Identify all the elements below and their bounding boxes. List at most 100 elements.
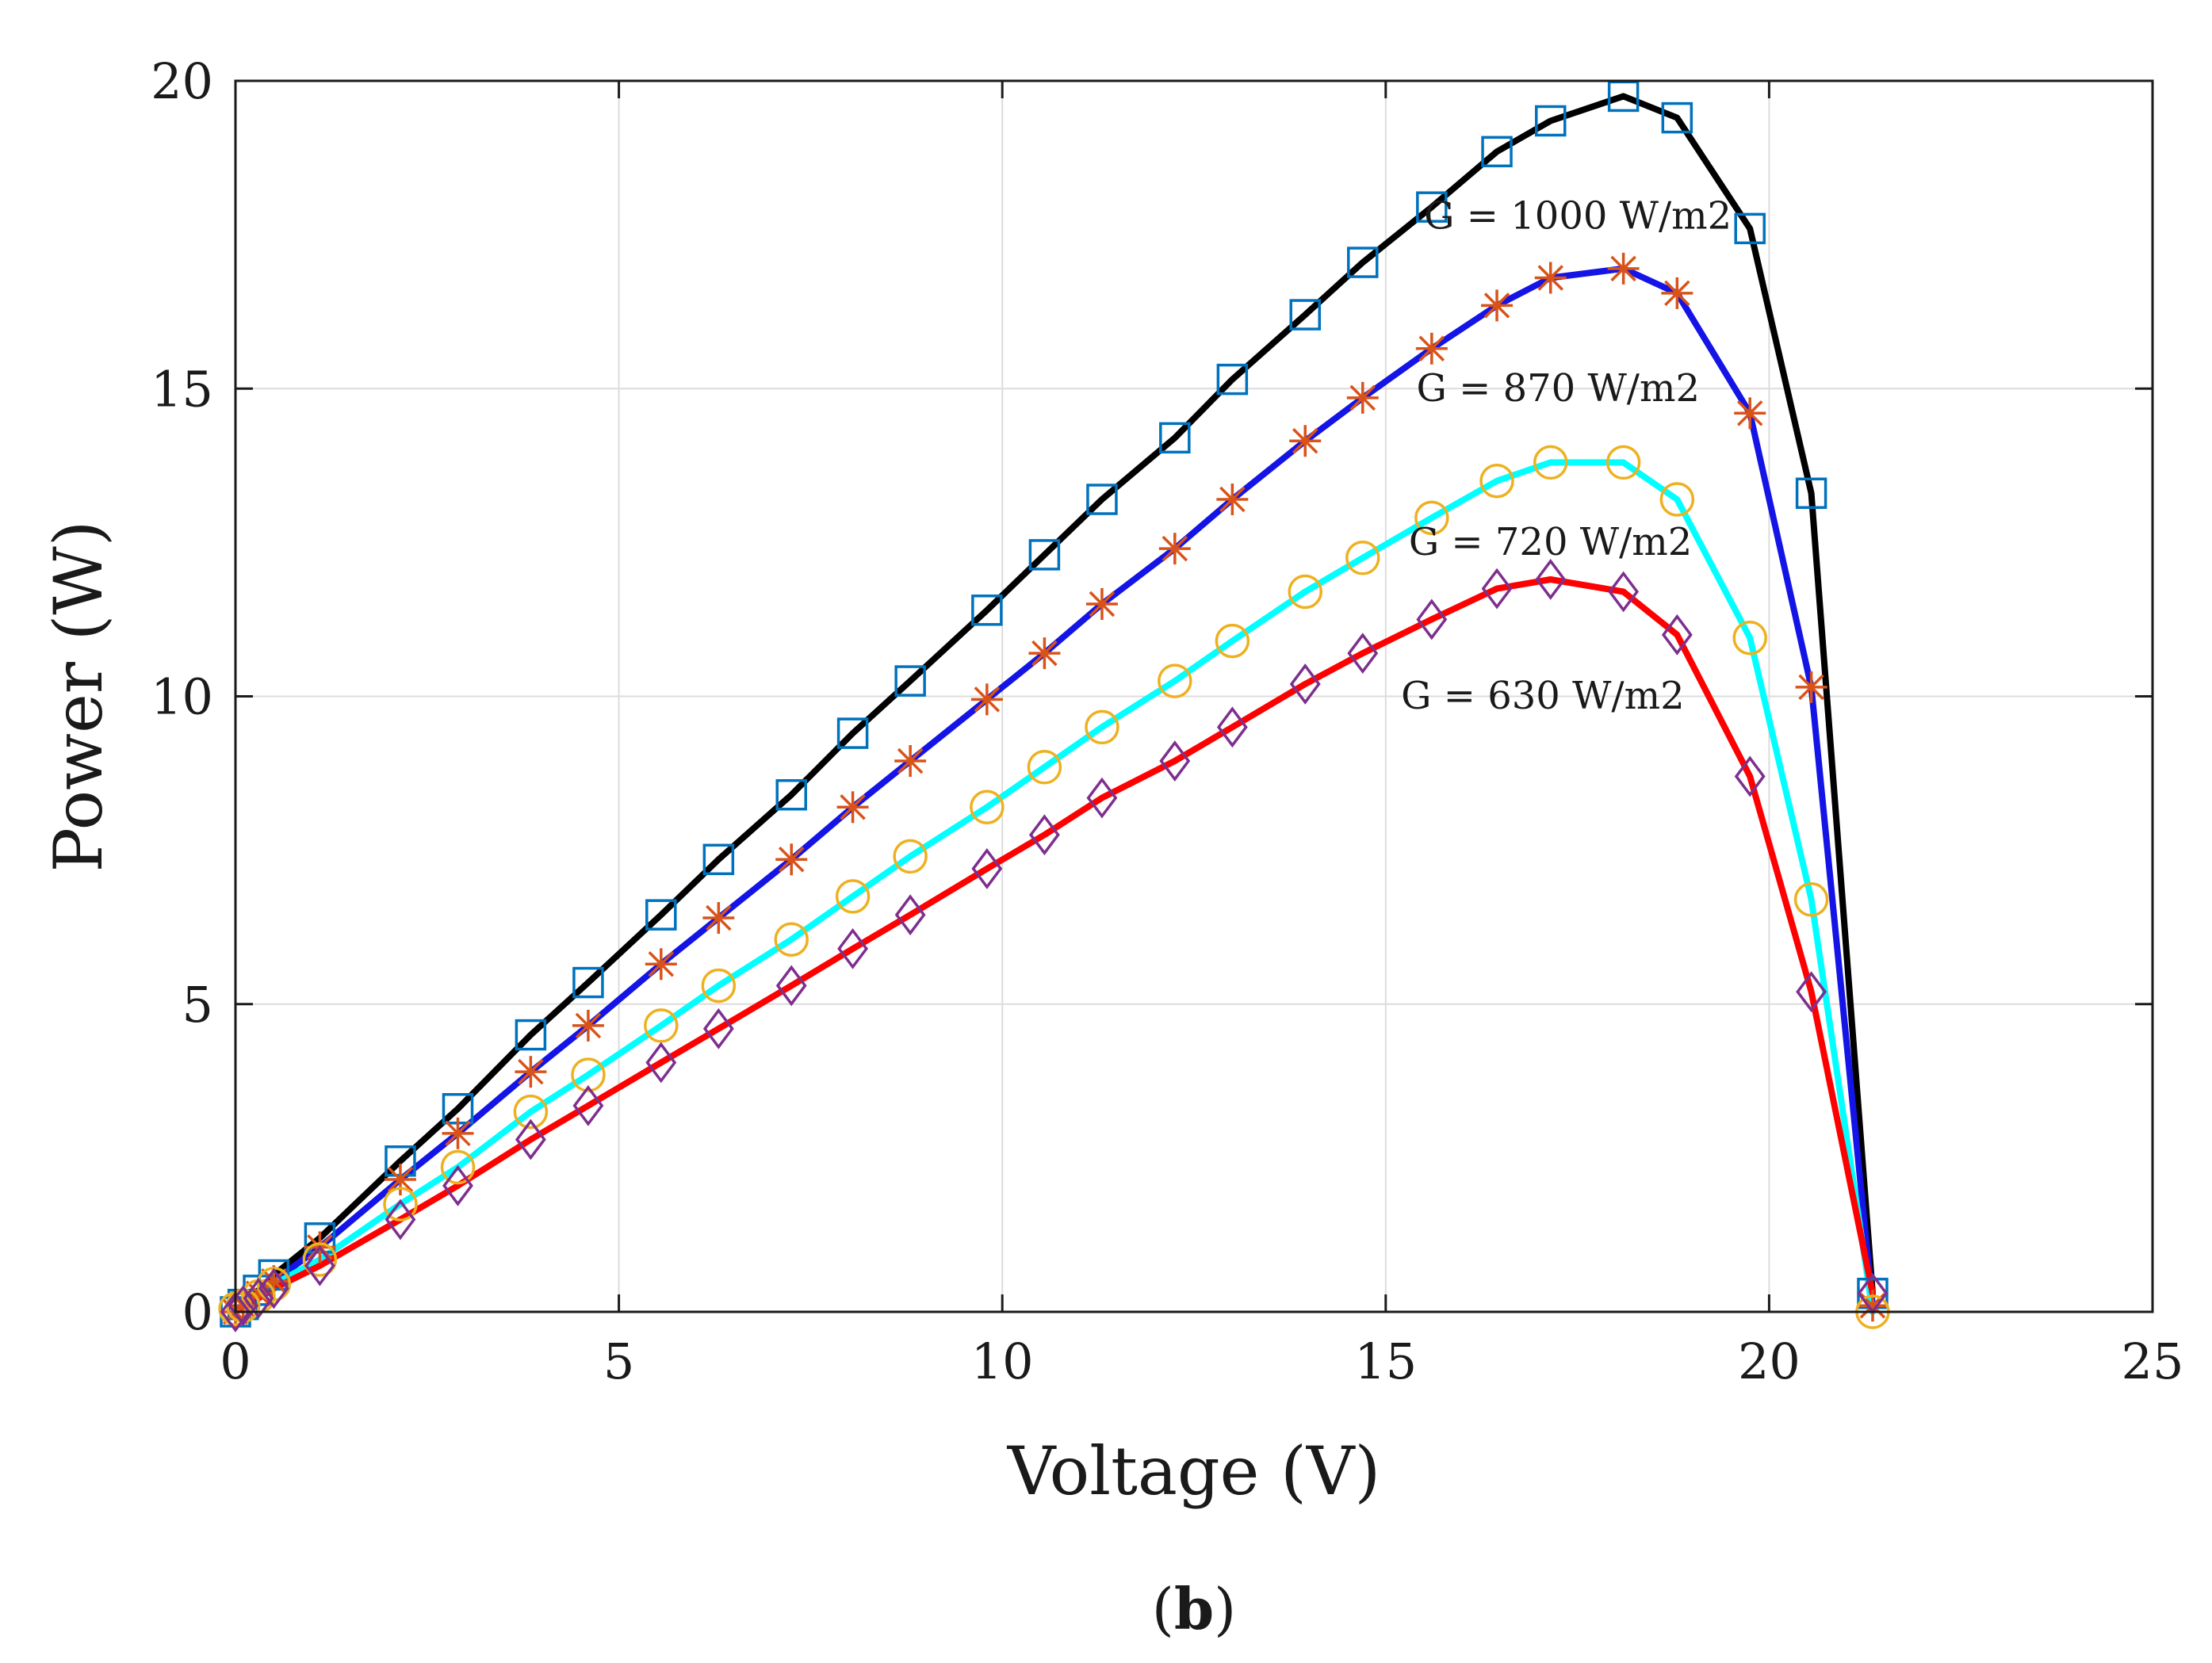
series-line-3 [232,459,1876,1315]
series-1-point [1416,191,1448,223]
series-4-point [1216,706,1248,748]
annotation-label-2: G = 870 W/m2 [1416,366,1700,411]
annotation-label-1: G = 1000 W/m2 [1424,193,1732,238]
caption-close-paren: ) [1214,1576,1236,1642]
series-4-point [572,1084,604,1126]
series-2-point [775,843,808,876]
x-axis-title: Voltage (V) [1007,1432,1381,1510]
series-4-point [1661,614,1693,656]
series-2-point [1028,637,1061,670]
series-2-point [1085,588,1118,621]
series-2-point [836,791,869,824]
series-1-point [1086,484,1118,515]
x-tick-label: 0 [220,1332,251,1390]
series-3-point [835,879,871,914]
series-4-point [228,1285,259,1327]
series-4-point [837,927,869,969]
series-3-point [1732,620,1767,656]
series-1-point [775,778,807,811]
y-tick-label: 10 [151,668,213,726]
series-2-point [572,1009,604,1042]
x-tick-label: 25 [2122,1332,2184,1390]
x-tick-label: 5 [603,1332,634,1390]
series-4-point [243,1278,274,1319]
y-tick-label: 0 [182,1283,213,1341]
series-3-point [1479,463,1514,499]
series-3-point [1288,574,1322,610]
series-4-point [1347,633,1379,675]
series-4-point [775,965,807,1007]
series-2-point [1346,381,1379,414]
series-4-point [1608,571,1640,613]
series-3-point [1793,881,1829,917]
series-1-point [894,665,926,697]
series-4-point [645,1042,677,1084]
series-1-point [1347,247,1379,278]
y-tick-label: 15 [151,360,213,418]
series-1-point [1289,299,1321,331]
series-3-point [774,922,809,957]
series-3-point [970,789,1005,825]
series-2-point [1795,671,1827,703]
series-3-point [571,1057,606,1092]
series-1-point [1661,101,1693,134]
series-2-point [1661,277,1693,309]
series-3-point [440,1149,476,1185]
series-2-point [442,1117,474,1149]
figure-caption: (b) [1152,1575,1237,1642]
series-2-point [384,1164,416,1196]
x-tick-label: 20 [1738,1332,1801,1390]
series-line-1 [232,93,1876,1315]
series-4-point [220,1291,251,1332]
y-axis-title: Power (W) [40,520,117,872]
data-markers [218,80,1890,1332]
series-4-point [894,894,926,936]
series-4-point [1535,559,1567,600]
series-3-point [1345,541,1380,575]
axis-ticks: 0 5 10 15 20 25 0 5 10 15 20 [151,52,2183,1390]
series-2-point [702,902,735,935]
series-4-point [258,1267,289,1309]
series-3-point [513,1094,549,1130]
series-4-point [1796,971,1827,1013]
series-3-point [1215,623,1250,659]
series-3-point [893,839,928,874]
series-3-point [383,1187,418,1221]
series-2-point [645,948,677,981]
series-4-point [304,1244,335,1286]
series-4-point [702,1007,734,1049]
x-tick-label: 10 [971,1332,1034,1390]
series-1-point [572,966,604,999]
series-2-point [970,683,1003,716]
series-2-point [1734,397,1766,430]
series-3-point [1085,709,1119,745]
series-1-point [1795,477,1827,510]
series-3-point [302,1242,338,1277]
series-1-point [1159,422,1191,454]
series-3-point [701,968,737,1004]
series-4-point [1734,755,1766,797]
series-1-point [515,1019,547,1051]
series-3-point [1533,445,1568,480]
series-4-point [1028,814,1060,856]
y-tick-label: 20 [151,52,213,110]
series-2-point [1534,262,1567,294]
series-4-point [442,1164,473,1206]
series-4-point [1086,777,1118,819]
annotation-label-4: G = 630 W/m2 [1401,674,1685,718]
series-1-point [836,717,869,749]
annotation-label-3: G = 720 W/m2 [1409,520,1693,564]
series-4-point [1481,568,1513,610]
series-4-point [1159,740,1191,782]
caption-letter: b [1174,1575,1214,1642]
grid [235,81,2153,1312]
caption-open-paren: ( [1152,1576,1174,1642]
series-3-point [1158,663,1192,698]
series-2-point [894,745,927,778]
series-1-point [1028,539,1061,571]
annotations: G = 1000 W/m2 G = 870 W/m2 G = 720 W/m2 G =… [1401,193,1732,718]
x-tick-label: 15 [1354,1332,1417,1390]
series-4-point [1416,598,1448,640]
series-4-point [971,848,1003,889]
